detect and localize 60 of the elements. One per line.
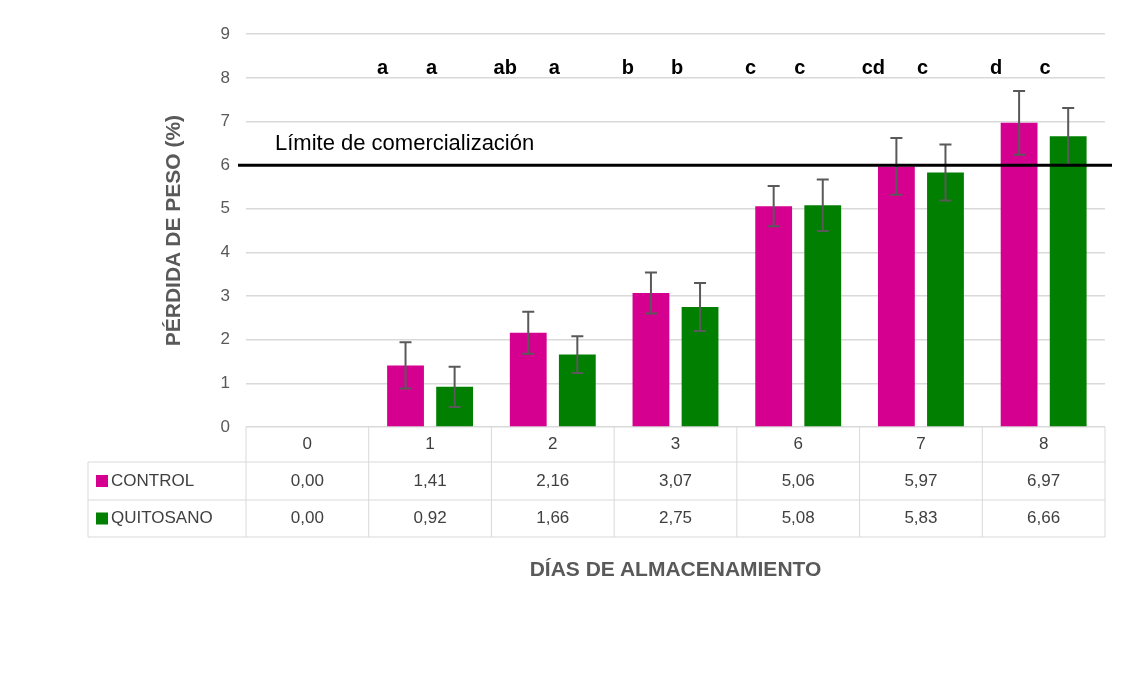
data-label: 2,75 — [658, 508, 693, 528]
bar — [755, 206, 793, 427]
x-tick-label: 2 — [548, 434, 558, 454]
data-label: 5,83 — [904, 508, 938, 528]
y-tick-label: 0 — [220, 416, 230, 436]
data-label: 0,92 — [413, 508, 447, 528]
data-label: 0,00 — [290, 470, 324, 490]
annotation: a — [376, 55, 389, 78]
annotation: c — [916, 55, 929, 78]
x-axis-title: DÍAS DE ALMACENAMIENTO — [529, 556, 822, 580]
y-tick-label: 9 — [220, 23, 230, 43]
y-tick-label: 7 — [220, 111, 230, 131]
annotation: c — [745, 55, 757, 78]
bar — [804, 205, 842, 427]
annotation: a — [426, 55, 439, 78]
y-tick-label: 8 — [220, 67, 230, 87]
x-tick-label: 8 — [1038, 434, 1049, 454]
data-label: 5,06 — [781, 470, 815, 490]
annotation: a — [548, 55, 561, 78]
data-label: 5,97 — [904, 470, 938, 490]
bar — [387, 365, 424, 427]
data-label: 1,41 — [413, 470, 447, 490]
y-tick-label: 4 — [220, 242, 230, 262]
annotation: ab — [493, 55, 517, 78]
data-label: 6,97 — [1027, 470, 1061, 490]
bar — [436, 386, 474, 427]
legend-label: CONTROL — [111, 470, 195, 490]
data-label: 2,16 — [536, 470, 570, 490]
x-tick-label: 7 — [916, 434, 926, 454]
annotation: cd — [861, 55, 886, 78]
bar — [1049, 136, 1087, 427]
data-label: 0,00 — [290, 508, 324, 528]
bar — [1000, 122, 1038, 427]
x-tick-label: 6 — [793, 434, 803, 454]
annotation: b — [670, 55, 684, 78]
ref-line-label: Límite de comercialización — [275, 130, 535, 156]
y-axis-title: PÉRDIDA DE PESO (%) — [161, 114, 185, 347]
bar — [927, 172, 964, 427]
y-tick-label: 6 — [220, 154, 230, 174]
y-tick-label: 3 — [220, 285, 230, 305]
annotation: c — [794, 55, 806, 78]
data-label: 6,66 — [1027, 508, 1061, 528]
annotation: d — [989, 55, 1003, 78]
x-tick-label: 0 — [302, 434, 313, 454]
bar — [558, 354, 596, 427]
annotation: c — [1039, 55, 1051, 78]
y-tick-label: 1 — [220, 373, 230, 393]
bar — [877, 166, 915, 427]
data-label: 5,08 — [781, 508, 815, 528]
legend-label: QUITOSANO — [111, 508, 213, 528]
data-label: 1,66 — [536, 508, 570, 528]
annotation: b — [621, 55, 635, 78]
data-label: 3,07 — [658, 470, 693, 490]
bar — [681, 306, 719, 427]
bar — [509, 332, 547, 427]
x-tick-label: 1 — [425, 434, 435, 454]
y-tick-label: 5 — [220, 198, 230, 218]
x-tick-label: 3 — [670, 434, 681, 454]
bar — [632, 293, 670, 427]
y-tick-label: 2 — [220, 329, 230, 349]
